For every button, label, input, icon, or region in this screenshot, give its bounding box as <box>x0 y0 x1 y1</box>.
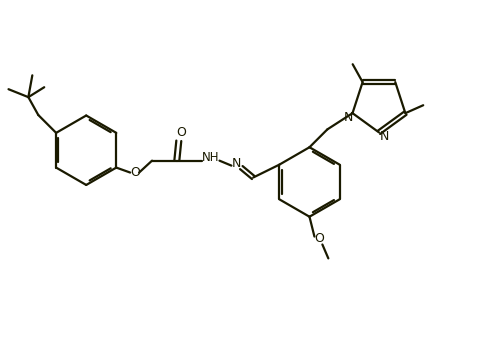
Text: O: O <box>314 232 324 245</box>
Text: NH: NH <box>201 151 219 164</box>
Text: N: N <box>231 157 241 170</box>
Text: N: N <box>379 130 389 143</box>
Text: O: O <box>130 166 140 179</box>
Text: O: O <box>176 126 185 139</box>
Text: N: N <box>343 111 352 123</box>
